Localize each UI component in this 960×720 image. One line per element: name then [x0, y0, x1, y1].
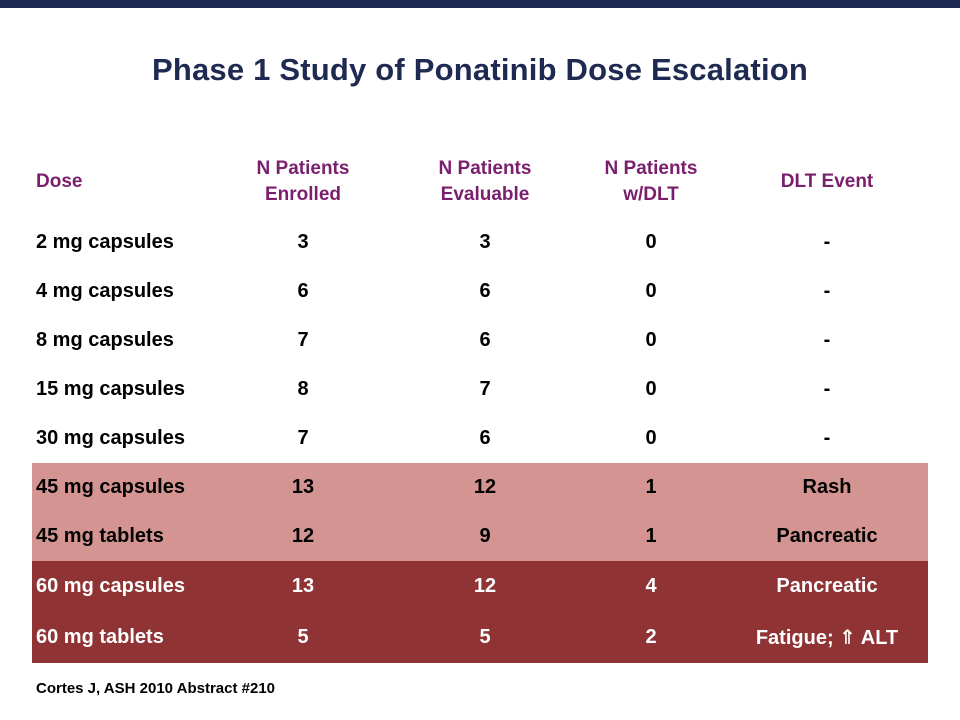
cell-dose: 60 mg tablets — [32, 612, 212, 663]
cell-dlt-event: Pancreatic — [726, 512, 928, 561]
header-enrolled-line-1: N Patients — [256, 158, 350, 180]
cell-evaluable: 5 — [394, 612, 576, 663]
header-dlt-count-line-1: N Patients — [604, 158, 698, 180]
cell-evaluable: 3 — [479, 231, 491, 253]
cell-dose: 45 mg capsules — [32, 463, 212, 512]
cell-enrolled: 8 — [297, 378, 309, 400]
cell-dlt-count: 0 — [645, 280, 657, 302]
header-dlt-event: DLT Event — [726, 146, 928, 218]
cell-dlt-event: Pancreatic — [726, 561, 928, 612]
cell-enrolled: 7 — [297, 427, 309, 449]
slide-title: Phase 1 Study of Ponatinib Dose Escalati… — [151, 52, 809, 87]
cell-dlt-event: - — [823, 280, 831, 302]
cell-dlt-event: - — [823, 378, 831, 400]
cell-dose: 4 mg capsules — [36, 280, 174, 302]
cell-dlt-count: 0 — [645, 329, 657, 351]
table-row: 4 mg capsules 6 6 0 - — [32, 267, 928, 316]
cell-dose: 8 mg capsules — [36, 329, 174, 351]
header-dose: Dose — [32, 146, 212, 218]
cell-dlt-event: - — [823, 231, 831, 253]
table-row: 8 mg capsules 7 6 0 - — [32, 316, 928, 365]
table-row: 30 mg capsules 7 6 0 - — [32, 414, 928, 463]
cell-dlt-count: 0 — [645, 378, 657, 400]
cell-dose: 45 mg tablets — [32, 512, 212, 561]
cell-dose: 2 mg capsules — [36, 231, 174, 253]
header-enrolled-line-2: Enrolled — [264, 184, 341, 205]
cell-evaluable: 7 — [479, 378, 491, 400]
dose-escalation-table: Dose N Patients Enrolled N Patients Eval… — [32, 146, 928, 663]
citation-footnote: Cortes J, ASH 2010 Abstract #210 — [36, 680, 276, 697]
header-evaluable-line-1: N Patients — [438, 158, 532, 180]
header-evaluable-line-2: Evaluable — [440, 184, 530, 205]
cell-evaluable: 6 — [479, 280, 491, 302]
header-dlt-count: N Patients w/DLT — [576, 146, 726, 218]
cell-enrolled: 3 — [297, 231, 309, 253]
table-row-highlight-dark: 60 mg capsules 13 12 4 Pancreatic — [32, 561, 928, 612]
table-row: 2 mg capsules 3 3 0 - — [32, 218, 928, 267]
cell-dlt-event: - — [823, 329, 831, 351]
header-dose-line-1: Dose — [36, 171, 83, 193]
cell-enrolled: 7 — [297, 329, 309, 351]
header-dlt-count-line-2: w/DLT — [623, 184, 679, 205]
cell-dose: 30 mg capsules — [36, 427, 185, 449]
header-evaluable: N Patients Evaluable — [394, 146, 576, 218]
cell-enrolled: 13 — [212, 561, 394, 612]
header-dlt-event-line-1: DLT Event — [780, 171, 874, 193]
cell-dose: 15 mg capsules — [36, 378, 185, 400]
cell-evaluable: 9 — [394, 512, 576, 561]
top-accent-bar — [0, 0, 960, 8]
cell-evaluable: 6 — [479, 427, 491, 449]
cell-dlt-count: 4 — [576, 561, 726, 612]
cell-enrolled: 13 — [212, 463, 394, 512]
cell-dlt-count: 1 — [576, 512, 726, 561]
table-header-row: Dose N Patients Enrolled N Patients Eval… — [32, 146, 928, 218]
cell-evaluable: 6 — [479, 329, 491, 351]
table-row-highlight-pink: 45 mg tablets 12 9 1 Pancreatic — [32, 512, 928, 561]
cell-dlt-count: 1 — [576, 463, 726, 512]
header-enrolled: N Patients Enrolled — [212, 146, 394, 218]
cell-dlt-event: - — [823, 427, 831, 449]
cell-enrolled: 6 — [297, 280, 309, 302]
cell-dlt-count: 0 — [645, 427, 657, 449]
table-row-highlight-dark: 60 mg tablets 5 5 2 Fatigue; ⇑ ALT — [32, 612, 928, 663]
cell-evaluable: 12 — [394, 463, 576, 512]
cell-dlt-count: 2 — [576, 612, 726, 663]
cell-evaluable: 12 — [394, 561, 576, 612]
table-row-highlight-pink: 45 mg capsules 13 12 1 Rash — [32, 463, 928, 512]
cell-dlt-event: Fatigue; ⇑ ALT — [726, 612, 928, 663]
cell-dose: 60 mg capsules — [32, 561, 212, 612]
cell-dlt-event: Rash — [726, 463, 928, 512]
cell-enrolled: 5 — [212, 612, 394, 663]
cell-enrolled: 12 — [212, 512, 394, 561]
table-row: 15 mg capsules 8 7 0 - — [32, 365, 928, 414]
cell-dlt-count: 0 — [645, 231, 657, 253]
